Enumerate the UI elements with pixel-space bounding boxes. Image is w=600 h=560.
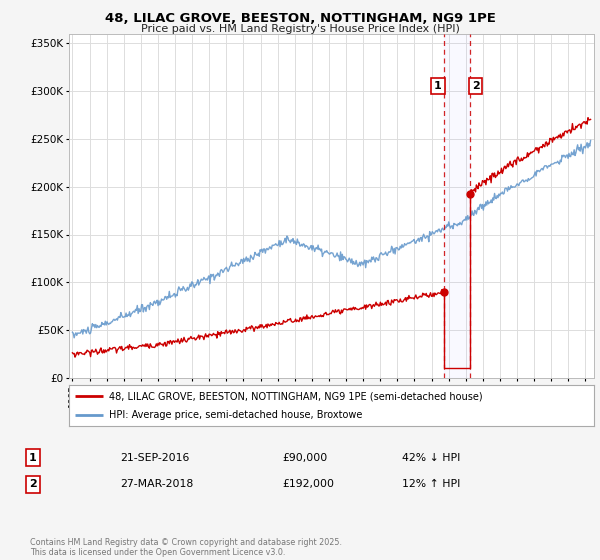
Text: £192,000: £192,000 [282, 479, 334, 489]
Text: 1: 1 [29, 452, 37, 463]
Text: 1: 1 [434, 81, 442, 91]
Bar [444, 34, 470, 378]
Text: HPI: Average price, semi-detached house, Broxtowe: HPI: Average price, semi-detached house,… [109, 410, 363, 419]
Text: £90,000: £90,000 [282, 452, 327, 463]
Text: 21-SEP-2016: 21-SEP-2016 [120, 452, 190, 463]
Text: Contains HM Land Registry data © Crown copyright and database right 2025.
This d: Contains HM Land Registry data © Crown c… [30, 538, 342, 557]
Text: 48, LILAC GROVE, BEESTON, NOTTINGHAM, NG9 1PE: 48, LILAC GROVE, BEESTON, NOTTINGHAM, NG… [104, 12, 496, 25]
Text: 12% ↑ HPI: 12% ↑ HPI [402, 479, 460, 489]
Text: 2: 2 [472, 81, 479, 91]
Text: Price paid vs. HM Land Registry's House Price Index (HPI): Price paid vs. HM Land Registry's House … [140, 24, 460, 34]
Text: 2: 2 [29, 479, 37, 489]
Text: 48, LILAC GROVE, BEESTON, NOTTINGHAM, NG9 1PE (semi-detached house): 48, LILAC GROVE, BEESTON, NOTTINGHAM, NG… [109, 391, 483, 401]
Text: 27-MAR-2018: 27-MAR-2018 [120, 479, 193, 489]
Text: 42% ↓ HPI: 42% ↓ HPI [402, 452, 460, 463]
